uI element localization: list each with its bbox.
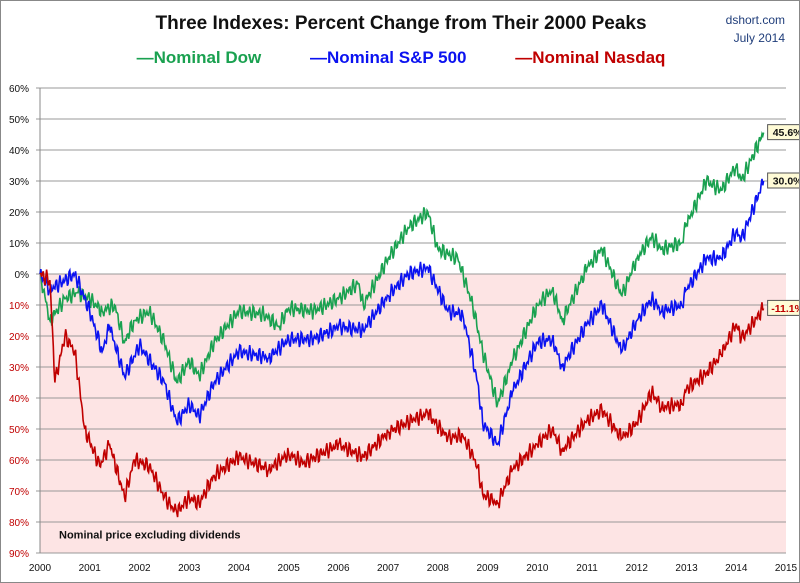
y-tick-label: 90%	[9, 549, 29, 560]
x-tick-label: 2009	[476, 563, 499, 574]
x-tick-label: 2008	[427, 563, 450, 574]
end-value-label: 45.6%	[773, 127, 800, 139]
y-tick-label: 30%	[9, 363, 29, 374]
y-tick-label: 20%	[9, 332, 29, 343]
end-value-label: 30.0%	[773, 176, 800, 188]
x-tick-label: 2002	[128, 563, 151, 574]
x-tick-label: 2010	[526, 563, 549, 574]
legend: —Nominal Dow —Nominal S&P 500 —Nominal N…	[1, 48, 799, 68]
chart-title: Three Indexes: Percent Change from Their…	[155, 13, 647, 34]
legend-nasdaq: —Nominal Nasdaq	[515, 48, 666, 67]
x-tick-label: 2012	[626, 563, 649, 574]
y-tick-label: 30%	[9, 177, 29, 188]
source-credit: dshort.com July 2014	[726, 11, 785, 47]
y-tick-label: 0%	[15, 270, 30, 281]
x-tick-label: 2007	[377, 563, 400, 574]
y-tick-label: 10%	[9, 239, 29, 250]
y-tick-label: 50%	[9, 425, 29, 436]
y-tick-label: 40%	[9, 394, 29, 405]
x-tick-label: 2000	[29, 563, 52, 574]
series-line-1	[39, 178, 765, 448]
legend-dow: —Nominal Dow	[136, 48, 262, 67]
x-tick-label: 2003	[178, 563, 201, 574]
x-tick-label: 2004	[228, 563, 251, 574]
y-tick-label: 80%	[9, 518, 29, 529]
y-tick-label: 20%	[9, 208, 29, 219]
y-tick-label: 10%	[9, 301, 29, 312]
y-tick-label: 60%	[9, 84, 29, 95]
x-tick-label: 2001	[79, 563, 102, 574]
y-tick-label: 70%	[9, 487, 29, 498]
x-tick-label: 2013	[675, 563, 698, 574]
y-tick-label: 40%	[9, 146, 29, 157]
series-line-2	[39, 269, 765, 518]
y-tick-label: 60%	[9, 456, 29, 467]
x-tick-label: 2015	[775, 563, 798, 574]
date: July 2014	[733, 31, 785, 45]
x-tick-label: 2014	[725, 563, 748, 574]
chart-note: Nominal price excluding dividends	[59, 529, 241, 541]
end-value-label: -11.1%	[771, 303, 800, 315]
x-tick-label: 2011	[576, 563, 598, 574]
end-label-box	[767, 172, 799, 189]
x-tick-label: 2006	[327, 563, 350, 574]
end-label-box	[767, 124, 799, 141]
legend-sp500: —Nominal S&P 500	[309, 48, 467, 67]
negative-region	[40, 274, 786, 553]
x-tick-label: 2005	[278, 563, 301, 574]
source: dshort.com	[725, 13, 785, 27]
y-tick-label: 50%	[9, 115, 29, 126]
series-line-0	[39, 131, 765, 408]
end-label-box	[767, 299, 799, 316]
